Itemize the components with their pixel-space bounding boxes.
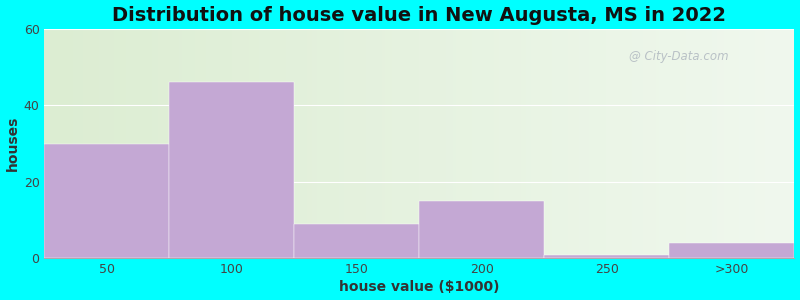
- Title: Distribution of house value in New Augusta, MS in 2022: Distribution of house value in New Augus…: [113, 6, 726, 25]
- Bar: [545, 255, 670, 258]
- Bar: [294, 224, 419, 258]
- Y-axis label: houses: houses: [6, 116, 19, 171]
- X-axis label: house value ($1000): house value ($1000): [339, 280, 500, 294]
- Bar: [45, 144, 170, 258]
- Bar: [419, 201, 545, 258]
- Bar: [170, 82, 294, 258]
- Text: @ City-Data.com: @ City-Data.com: [630, 50, 729, 63]
- Bar: [670, 243, 794, 258]
